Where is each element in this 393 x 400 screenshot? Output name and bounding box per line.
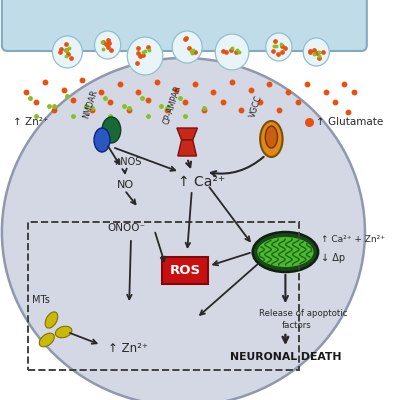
Text: ↑ Zn²⁺: ↑ Zn²⁺ <box>13 117 48 127</box>
Ellipse shape <box>45 312 58 328</box>
Text: Release of apoptotic: Release of apoptotic <box>259 310 347 318</box>
Circle shape <box>215 34 249 70</box>
Ellipse shape <box>55 326 72 338</box>
FancyBboxPatch shape <box>2 0 367 51</box>
Ellipse shape <box>260 121 283 157</box>
Ellipse shape <box>2 58 365 400</box>
Ellipse shape <box>253 232 318 272</box>
Circle shape <box>94 31 121 59</box>
Text: NO: NO <box>117 180 134 190</box>
Ellipse shape <box>265 126 277 148</box>
Text: ↓ Δp: ↓ Δp <box>321 253 345 263</box>
Text: ↑ Glutamate: ↑ Glutamate <box>316 117 384 127</box>
Circle shape <box>266 33 292 61</box>
Circle shape <box>52 36 83 68</box>
Polygon shape <box>177 128 197 140</box>
Circle shape <box>303 38 329 66</box>
Ellipse shape <box>94 128 110 152</box>
Text: ROS: ROS <box>170 264 201 276</box>
Text: ONOO⁻: ONOO⁻ <box>108 223 146 233</box>
Circle shape <box>127 37 163 75</box>
Text: ↑ Zn²⁺: ↑ Zn²⁺ <box>108 342 148 354</box>
Text: VGCC: VGCC <box>248 94 264 119</box>
Polygon shape <box>178 140 196 156</box>
Text: NEURONAL DEATH: NEURONAL DEATH <box>230 352 341 362</box>
Text: ↑ Ca²⁺ + Zn²⁺: ↑ Ca²⁺ + Zn²⁺ <box>321 236 385 244</box>
Text: nNOS: nNOS <box>114 157 141 167</box>
Text: MTs: MTs <box>32 295 50 305</box>
Circle shape <box>172 31 202 63</box>
Ellipse shape <box>102 117 121 143</box>
Ellipse shape <box>257 237 314 267</box>
Ellipse shape <box>39 333 54 347</box>
Text: factors: factors <box>282 322 311 330</box>
Text: ↑ Ca²⁺: ↑ Ca²⁺ <box>178 175 225 189</box>
FancyBboxPatch shape <box>162 256 208 284</box>
Text: NMDAR: NMDAR <box>82 89 100 120</box>
Text: CP-AMPAR: CP-AMPAR <box>162 84 183 126</box>
